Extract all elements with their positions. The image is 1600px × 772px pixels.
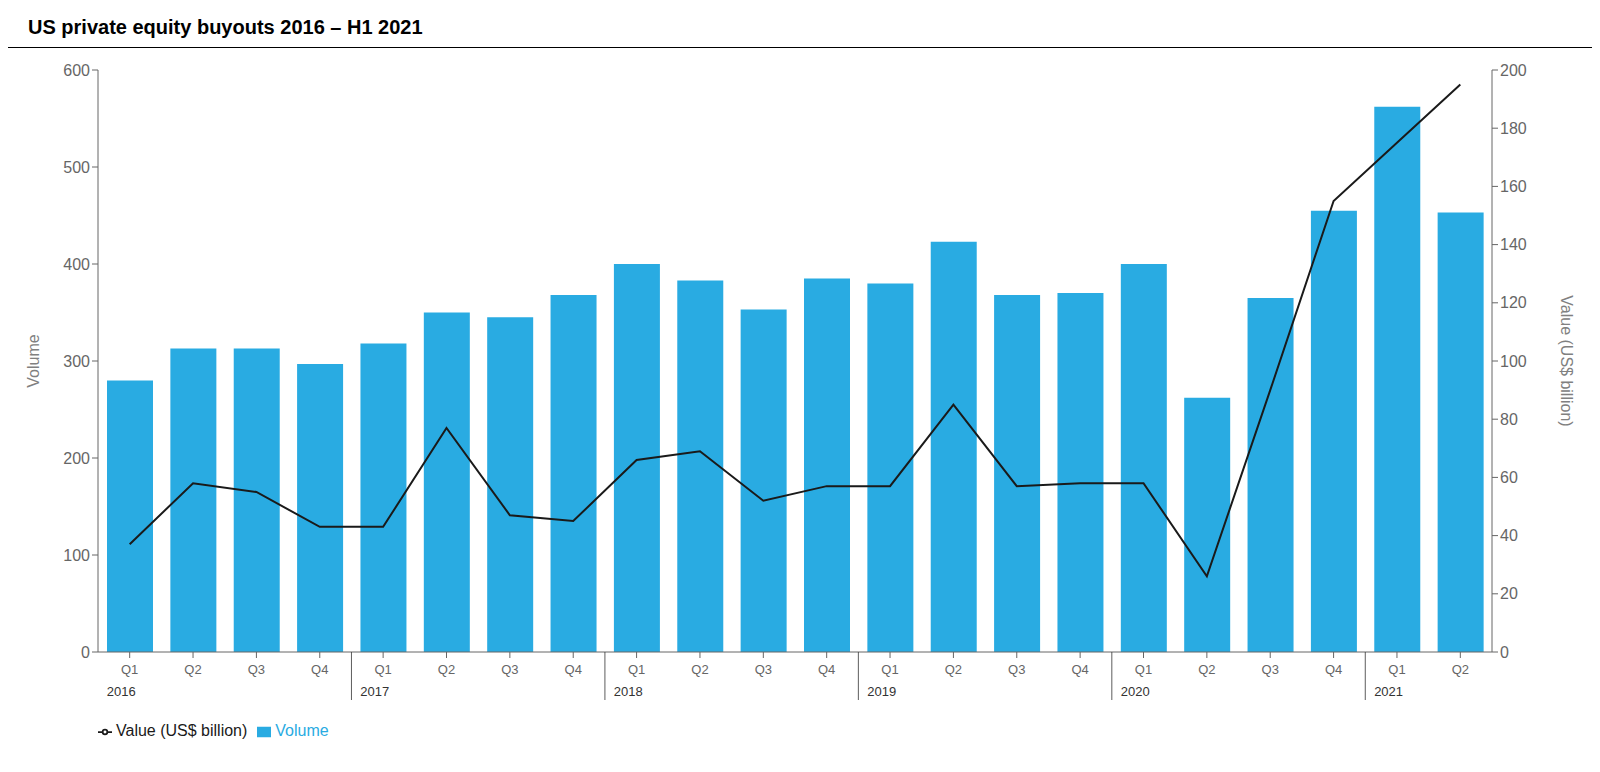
svg-text:Q4: Q4 xyxy=(565,662,582,677)
svg-text:Q2: Q2 xyxy=(1452,662,1469,677)
svg-text:Q2: Q2 xyxy=(1198,662,1215,677)
svg-text:2018: 2018 xyxy=(614,684,643,699)
html-text:Volume: Volume xyxy=(275,722,329,739)
svg-text:20: 20 xyxy=(1500,585,1518,602)
svg-text:100: 100 xyxy=(63,547,90,564)
svg-text:100: 100 xyxy=(1500,353,1527,370)
svg-text:60: 60 xyxy=(1500,469,1518,486)
svg-text:Q2: Q2 xyxy=(691,662,708,677)
svg-text:400: 400 xyxy=(63,256,90,273)
svg-text:Q4: Q4 xyxy=(1071,662,1088,677)
svg-text:Q1: Q1 xyxy=(881,662,898,677)
svg-text:140: 140 xyxy=(1500,236,1527,253)
svg-text:160: 160 xyxy=(1500,178,1527,195)
svg-text:300: 300 xyxy=(63,353,90,370)
svg-text:Value (US$ billion): Value (US$ billion) xyxy=(1558,295,1575,426)
html-text:Value (US$ billion): Value (US$ billion) xyxy=(116,722,248,739)
svg-text:0: 0 xyxy=(81,644,90,661)
svg-text:Q1: Q1 xyxy=(1135,662,1152,677)
svg-text:2019: 2019 xyxy=(867,684,896,699)
svg-text:40: 40 xyxy=(1500,527,1518,544)
svg-text:Q4: Q4 xyxy=(311,662,328,677)
svg-text:120: 120 xyxy=(1500,294,1527,311)
svg-text:Q3: Q3 xyxy=(755,662,772,677)
svg-text:2020: 2020 xyxy=(1121,684,1150,699)
svg-text:Q2: Q2 xyxy=(184,662,201,677)
svg-text:Q4: Q4 xyxy=(818,662,835,677)
svg-text:Q4: Q4 xyxy=(1325,662,1342,677)
svg-text:Q3: Q3 xyxy=(248,662,265,677)
svg-text:Q3: Q3 xyxy=(501,662,518,677)
svg-text:200: 200 xyxy=(1500,62,1527,79)
svg-text:Q3: Q3 xyxy=(1008,662,1025,677)
svg-text:2017: 2017 xyxy=(360,684,389,699)
svg-text:2016: 2016 xyxy=(107,684,136,699)
svg-text:Volume: Volume xyxy=(25,334,42,387)
svg-text:Q2: Q2 xyxy=(438,662,455,677)
svg-text:600: 600 xyxy=(63,62,90,79)
svg-text:Q1: Q1 xyxy=(121,662,138,677)
svg-text:2021: 2021 xyxy=(1374,684,1403,699)
svg-text:Q3: Q3 xyxy=(1262,662,1279,677)
svg-text:200: 200 xyxy=(63,450,90,467)
svg-text:180: 180 xyxy=(1500,120,1527,137)
svg-text:Q1: Q1 xyxy=(374,662,391,677)
html-text:US private equity buyouts 2016: US private equity buyouts 2016 – H1 2021 xyxy=(28,16,423,38)
svg-text:0: 0 xyxy=(1500,644,1509,661)
svg-text:80: 80 xyxy=(1500,411,1518,428)
svg-text:Q1: Q1 xyxy=(1388,662,1405,677)
svg-text:500: 500 xyxy=(63,159,90,176)
svg-text:Q1: Q1 xyxy=(628,662,645,677)
svg-text:Q2: Q2 xyxy=(945,662,962,677)
